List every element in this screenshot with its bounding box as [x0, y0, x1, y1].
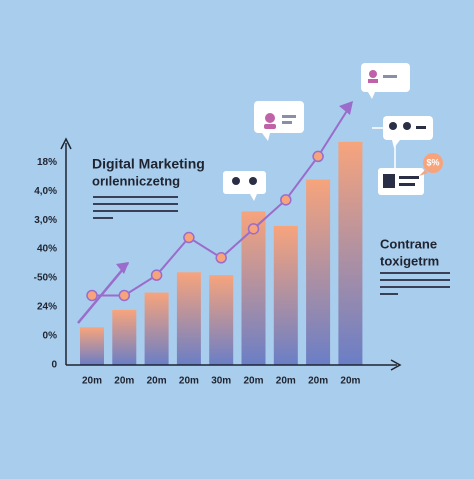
trend-arrow-head — [116, 262, 129, 274]
bar — [209, 275, 234, 365]
x-tick-label: 20m — [340, 376, 360, 387]
trend-arrow — [77, 262, 129, 324]
bar — [338, 141, 363, 365]
y-tick-label: 24% — [37, 302, 57, 313]
line-point — [86, 289, 98, 302]
x-tick-label: 20m — [276, 376, 296, 387]
chat-bubbles — [223, 63, 443, 201]
badge: $% — [426, 157, 439, 167]
bar — [80, 327, 104, 365]
x-axis-arrow — [390, 359, 402, 371]
y-axis-arrow — [60, 137, 72, 150]
y-tick-label: 40% — [37, 244, 57, 255]
x-tick-label: 20m — [147, 376, 167, 387]
bar — [112, 309, 137, 365]
bar — [176, 272, 201, 365]
line-point — [183, 231, 195, 244]
line-point — [215, 252, 227, 264]
trend-line-arrow — [317, 105, 351, 157]
line-point — [150, 269, 163, 281]
bar — [144, 292, 169, 365]
side-subtitle: toxigetrm — [380, 253, 439, 268]
y-tick-label: 18% — [37, 157, 57, 168]
trend-line — [92, 155, 319, 297]
y-tick-label: 0 — [51, 360, 57, 371]
line-point — [118, 289, 131, 302]
title: Digital Marketing — [92, 156, 205, 172]
plot: 0 0% 24% -50% 40% 3,0% 4,0% 18% 20m 20m 20m 20m 30m 2… — [34, 101, 363, 387]
x-tick-label: 20m — [308, 376, 328, 387]
y-tick-label: 4,0% — [34, 186, 57, 197]
y-tick-label: 3,0% — [34, 215, 57, 226]
x-tick-label: 20m — [243, 376, 263, 387]
subtitle: orılenniczetng — [92, 173, 180, 188]
trend-line-arrow-head — [339, 101, 353, 115]
x-tick-label: 20m — [114, 376, 134, 387]
line-point — [280, 194, 292, 206]
placeholder-text — [93, 196, 450, 295]
x-tick-label: 20m — [179, 376, 199, 387]
y-tick-label: 0% — [43, 331, 58, 342]
line-point — [312, 150, 324, 163]
line-point — [247, 223, 260, 235]
bar — [273, 225, 298, 365]
y-tick-label: -50% — [34, 273, 57, 284]
x-tick-label: 30m — [211, 376, 231, 387]
bar — [306, 179, 331, 365]
x-tick-label: 20m — [82, 376, 102, 387]
side-title: Contrane — [380, 236, 437, 251]
